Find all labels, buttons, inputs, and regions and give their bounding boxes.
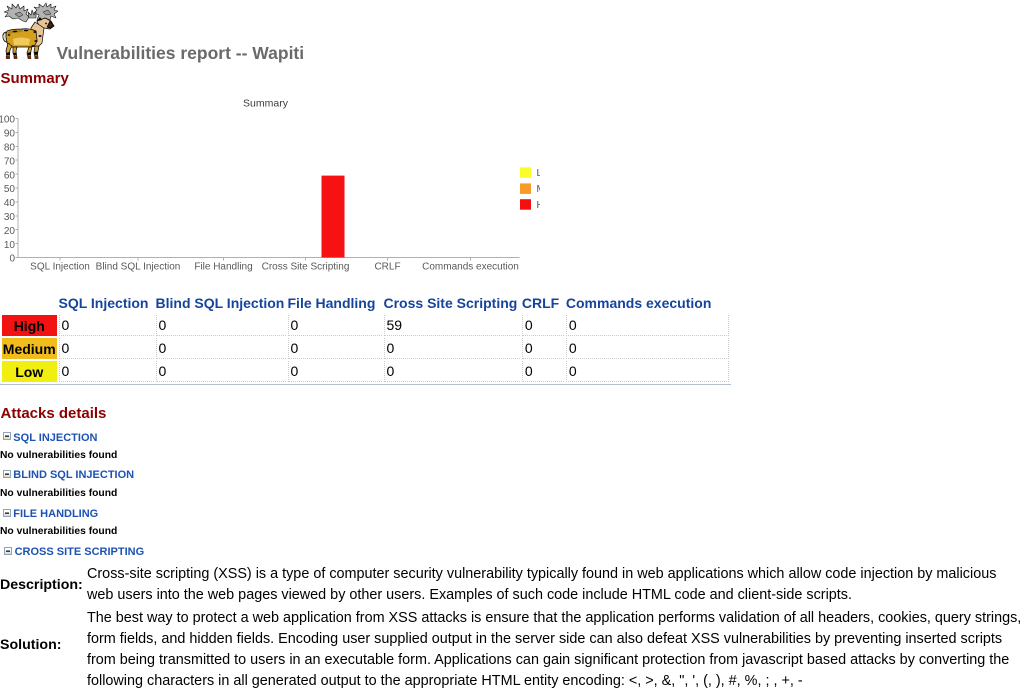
svg-text:Cross Site Scripting: Cross Site Scripting [262, 262, 350, 273]
svg-text:50: 50 [4, 184, 16, 195]
svg-text:60: 60 [4, 170, 16, 181]
svg-text:100: 100 [0, 115, 15, 126]
svg-text:Commands execution: Commands execution [422, 262, 519, 273]
svg-text:80: 80 [4, 143, 16, 154]
svg-text:Blind SQL Injection: Blind SQL Injection [96, 262, 181, 273]
svg-text:High: High [537, 200, 541, 211]
svg-text:File Handling: File Handling [194, 262, 252, 273]
svg-text:CRLF: CRLF [374, 262, 400, 273]
svg-text:70: 70 [4, 156, 16, 167]
svg-text:Medium: Medium [537, 184, 541, 195]
svg-text:10: 10 [4, 240, 16, 251]
svg-text:40: 40 [4, 198, 16, 209]
svg-text:30: 30 [4, 212, 16, 223]
svg-text:90: 90 [4, 129, 16, 140]
svg-text:20: 20 [4, 226, 16, 237]
svg-text:Summary: Summary [243, 98, 289, 110]
svg-text:0: 0 [9, 254, 15, 265]
svg-text:Low: Low [537, 168, 541, 179]
svg-text:SQL Injection: SQL Injection [30, 262, 90, 273]
